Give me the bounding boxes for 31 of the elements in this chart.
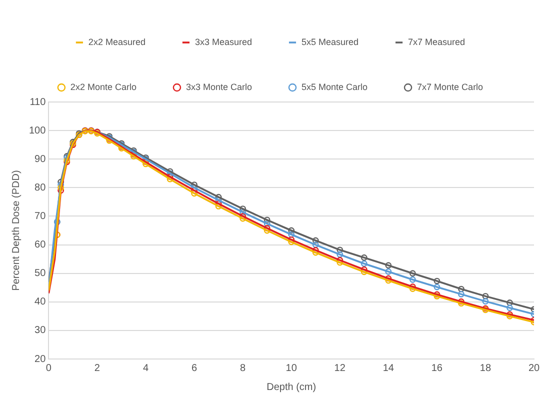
y-tick-label: 100 bbox=[28, 125, 46, 136]
x-tick-label: 6 bbox=[192, 362, 198, 374]
x-tick-label: 10 bbox=[286, 362, 298, 374]
y-tick-label: 110 bbox=[30, 96, 46, 108]
legend-label: 7x7 Monte Carlo bbox=[417, 82, 484, 92]
x-tick-label: 20 bbox=[528, 362, 540, 374]
x-tick-label: 2 bbox=[94, 362, 100, 374]
y-tick-label: 30 bbox=[34, 325, 46, 336]
x-tick-label: 14 bbox=[382, 362, 394, 374]
y-axis-title: Percent Depth Dose (PDD) bbox=[10, 170, 22, 291]
x-tick-label: 8 bbox=[240, 362, 246, 374]
legend-label: 5x5 Measured bbox=[302, 36, 359, 47]
legend-label: 2x2 Monte Carlo bbox=[70, 82, 136, 92]
x-axis-title: Depth (cm) bbox=[266, 382, 316, 393]
x-tick-label: 18 bbox=[480, 362, 492, 374]
y-tick-label: 80 bbox=[34, 182, 46, 194]
legend-label: 2x2 Measured bbox=[88, 36, 146, 47]
x-tick-label: 4 bbox=[142, 362, 149, 374]
y-tick-label: 50 bbox=[34, 268, 46, 280]
y-tick-label: 90 bbox=[34, 154, 46, 165]
y-tick-label: 70 bbox=[34, 210, 46, 222]
y-tick-label: 60 bbox=[34, 240, 46, 251]
y-tick-label: 40 bbox=[34, 296, 46, 308]
x-tick-label: 16 bbox=[431, 362, 443, 374]
y-tick-label: 20 bbox=[34, 354, 46, 365]
legend-label: 5x5 Monte Carlo bbox=[302, 82, 368, 92]
x-tick-label: 0 bbox=[46, 362, 52, 374]
legend-label: 3x3 Monte Carlo bbox=[186, 82, 252, 92]
legend-label: 7x7 Measured bbox=[408, 36, 466, 47]
legend-label: 3x3 Measured bbox=[194, 36, 252, 47]
x-tick-label: 12 bbox=[334, 362, 346, 374]
